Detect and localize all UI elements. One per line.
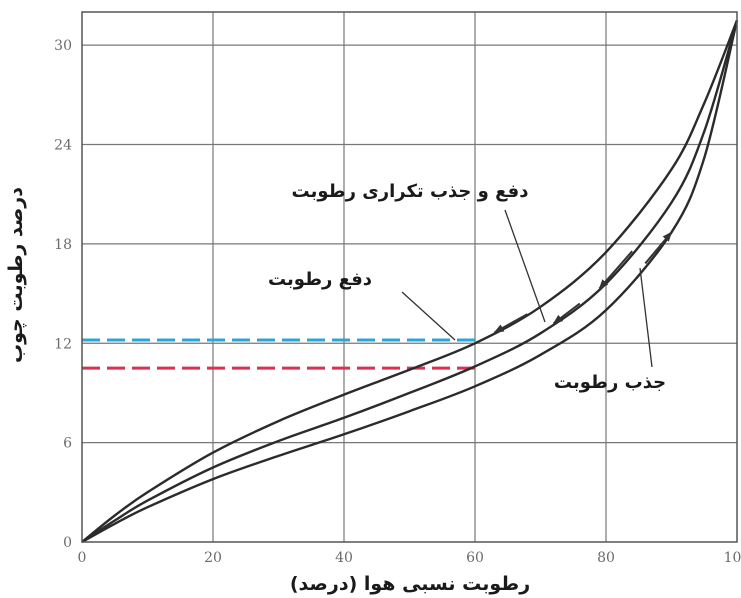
x-tick-label: 0 xyxy=(78,550,87,566)
plot-frame xyxy=(81,11,738,543)
annotation-leader-3 xyxy=(639,267,653,368)
y-axis-title: درصد رطوبت چوب xyxy=(5,187,27,363)
desorption-curve xyxy=(81,19,739,543)
y-tick-label: 30 xyxy=(54,38,72,54)
annotation-leaders xyxy=(401,209,653,368)
repeated-sorption-curve xyxy=(81,19,739,544)
annotation-label-1: دفع و جذب تکراری رطوبت xyxy=(292,181,529,202)
y-tick-label: 18 xyxy=(54,237,72,253)
curve-direction-arrow-4 xyxy=(644,231,673,265)
y-tick-label: 0 xyxy=(63,535,72,551)
x-tick-label: 100 xyxy=(724,550,741,566)
plot-background xyxy=(82,12,737,542)
x-tick-label: 20 xyxy=(204,550,222,566)
curve-direction-arrow-1 xyxy=(493,313,528,334)
x-tick-labels: 0 20 40 60 80 100 xyxy=(78,550,741,566)
annotation-label-3: جذب رطوبت xyxy=(554,372,666,393)
annotation-leader-1 xyxy=(504,209,546,323)
x-tick-label: 40 xyxy=(335,550,353,566)
curve-direction-arrow-3 xyxy=(598,250,633,290)
annotation-leader-2 xyxy=(401,291,456,341)
y-tick-label: 6 xyxy=(63,436,72,452)
curves xyxy=(81,19,739,544)
annotation-label-2: دفع رطوبت xyxy=(268,269,372,290)
y-tick-label: 12 xyxy=(54,336,72,352)
curve-direction-arrow-2 xyxy=(552,302,581,325)
grid xyxy=(82,12,737,542)
y-tick-labels: 0 6 12 18 24 30 xyxy=(54,38,72,551)
y-tick-label: 24 xyxy=(54,138,72,154)
x-tick-label: 60 xyxy=(466,550,484,566)
curve-arrows xyxy=(493,231,673,334)
annotation-labels: دفع و جذب تکراری رطوبت دفع رطوبت جذب رطوبت xyxy=(268,181,666,393)
reference-lines xyxy=(82,338,475,370)
adsorption-curve xyxy=(81,20,739,544)
x-tick-label: 80 xyxy=(597,550,615,566)
x-axis-title: رطوبت نسبی هوا (درصد) xyxy=(290,573,530,595)
